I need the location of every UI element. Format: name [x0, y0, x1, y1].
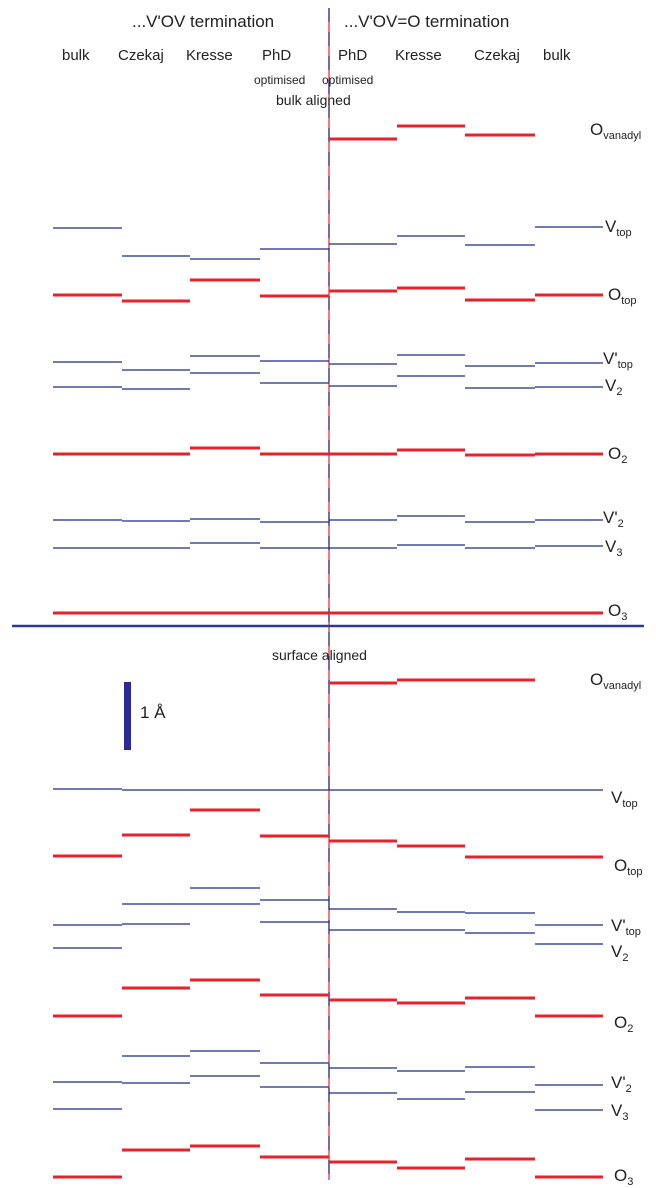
scale-bar — [124, 682, 131, 750]
label-v3-bottom: V3 — [611, 1101, 629, 1123]
label-o-top-bottom: Otop — [614, 856, 643, 878]
column-label-kresse-left: Kresse — [186, 47, 233, 64]
column-label-phd-left: PhD — [262, 47, 292, 64]
label-o3-bottom: O3 — [614, 1166, 634, 1188]
label-vp2-top: V'2 — [603, 508, 624, 530]
label-o3-top: O3 — [608, 601, 628, 623]
label-vp2-bottom: V'2 — [611, 1073, 632, 1095]
label-vp-top-bottom: V'top — [611, 916, 641, 938]
label-v3-top: V3 — [605, 537, 623, 559]
column-label-czekaj-left: Czekaj — [118, 47, 164, 64]
label-v2-bottom: V2 — [611, 942, 629, 964]
scale-bar-label: 1 Å — [140, 703, 166, 722]
label-o2-top: O2 — [608, 444, 628, 466]
energy-levels — [53, 124, 603, 1179]
label-vp-top-top: V'top — [603, 349, 633, 371]
column-label-kresse-right: Kresse — [395, 47, 442, 64]
subheader-optimised-right: optimised — [322, 73, 374, 87]
header-right: ...V'OV=O termination — [344, 12, 510, 31]
column-label-phd-right: PhD — [338, 47, 368, 64]
label-o-top-top: Otop — [608, 285, 637, 307]
label-o2-bottom: O2 — [614, 1013, 634, 1035]
label-o-vanadyl-top: Ovanadyl — [590, 120, 642, 142]
column-label-bulk-right: bulk — [543, 47, 571, 64]
subheader-surface-aligned: surface aligned — [272, 647, 367, 663]
header-left: ...V'OV termination — [132, 12, 275, 31]
subheader-bulk-aligned: bulk aligned — [276, 92, 351, 108]
subheader-optimised-left: optimised — [254, 73, 306, 87]
label-o-vanadyl-bottom: Ovanadyl — [590, 670, 642, 692]
label-v-top-top: Vtop — [605, 217, 632, 239]
label-v-top-bottom: Vtop — [611, 788, 638, 810]
column-label-czekaj-right: Czekaj — [474, 47, 520, 64]
column-label-bulk-left: bulk — [62, 47, 90, 64]
label-v2-top: V2 — [605, 376, 623, 398]
